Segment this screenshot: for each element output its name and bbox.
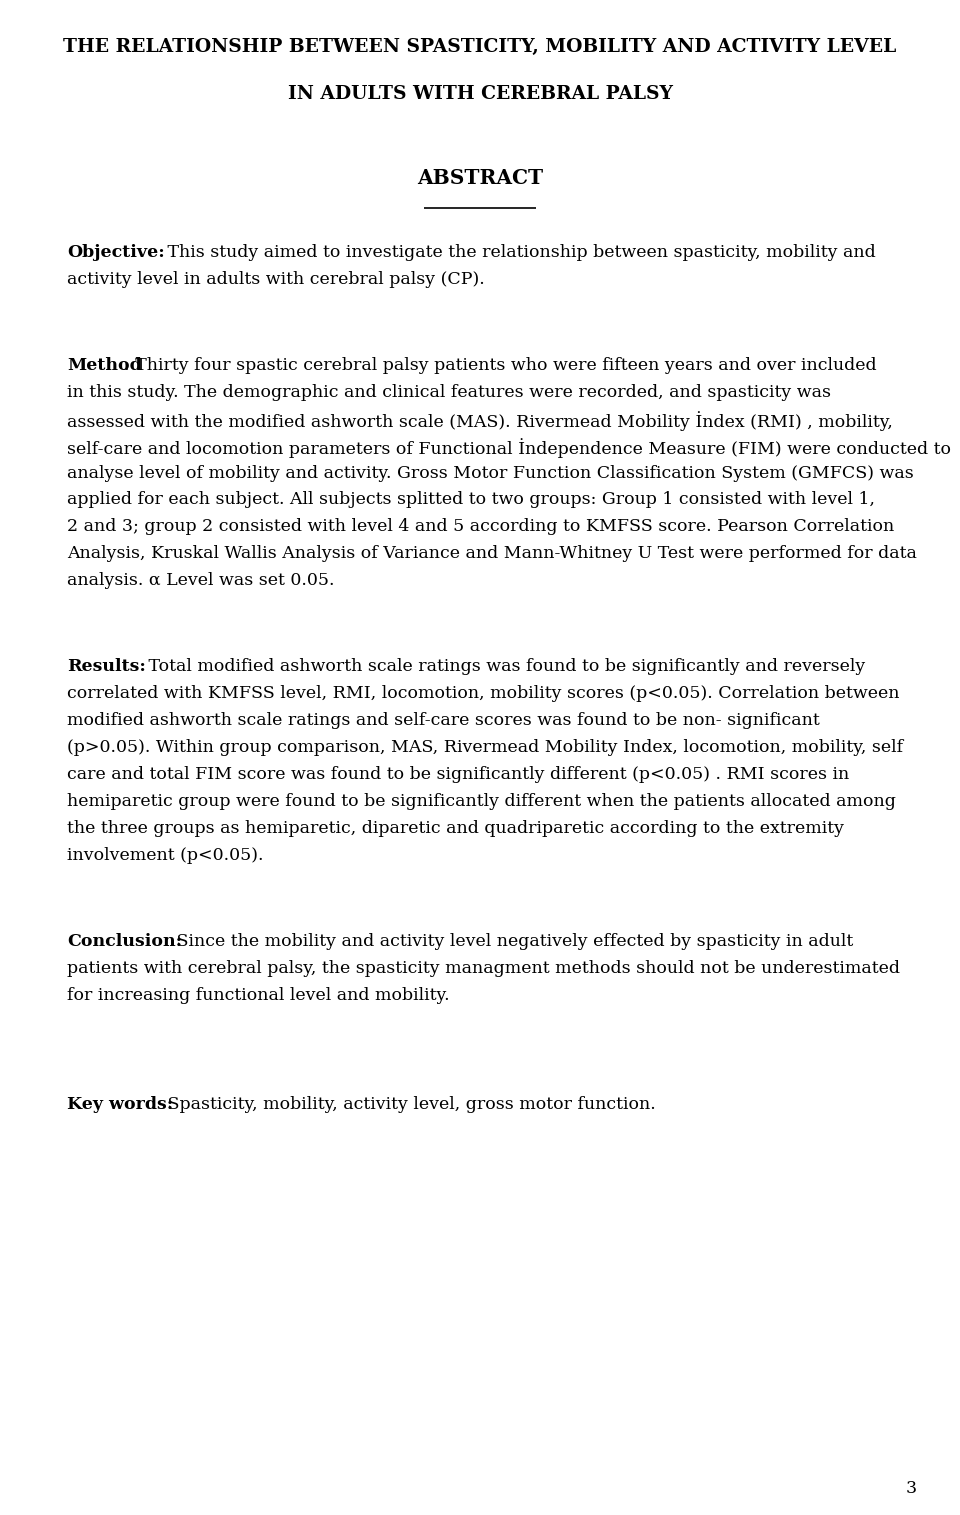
Text: Total modified ashworth scale ratings was found to be significantly and reversel: Total modified ashworth scale ratings wa… — [143, 659, 865, 676]
Text: analyse level of mobility and activity. Gross Motor Function Classification Syst: analyse level of mobility and activity. … — [67, 465, 914, 482]
Text: Objective:: Objective: — [67, 244, 165, 261]
Text: care and total FIM score was found to be significantly different (p<0.05) . RMI : care and total FIM score was found to be… — [67, 767, 850, 783]
Text: in this study. The demographic and clinical features were recorded, and spastici: in this study. The demographic and clini… — [67, 383, 831, 401]
Text: patients with cerebral palsy, the spasticity managment methods should not be und: patients with cerebral palsy, the spasti… — [67, 959, 900, 977]
Text: applied for each subject. All subjects splitted to two groups: Group 1 consisted: applied for each subject. All subjects s… — [67, 491, 876, 509]
Text: involvement (p<0.05).: involvement (p<0.05). — [67, 847, 264, 864]
Text: assessed with the modified ashworth scale (MAS). Rivermead Mobility İndex (RMI) : assessed with the modified ashworth scal… — [67, 411, 893, 430]
Text: (p>0.05). Within group comparison, MAS, Rivermead Mobility Index, locomotion, mo: (p>0.05). Within group comparison, MAS, … — [67, 739, 903, 756]
Text: Conclusion:: Conclusion: — [67, 933, 182, 950]
Text: Results:: Results: — [67, 659, 146, 676]
Text: 2 and 3; group 2 consisted with level 4 and 5 according to KMFSS score. Pearson : 2 and 3; group 2 consisted with level 4 … — [67, 518, 895, 535]
Text: Key words:: Key words: — [67, 1097, 174, 1114]
Text: Since the mobility and activity level negatively effected by spasticity in adult: Since the mobility and activity level ne… — [171, 933, 853, 950]
Text: analysis. α Level was set 0.05.: analysis. α Level was set 0.05. — [67, 573, 335, 589]
Text: Spasticity, mobility, activity level, gross motor function.: Spasticity, mobility, activity level, gr… — [162, 1097, 656, 1114]
Text: THE RELATIONSHIP BETWEEN SPASTICITY, MOBILITY AND ACTIVITY LEVEL: THE RELATIONSHIP BETWEEN SPASTICITY, MOB… — [63, 38, 897, 56]
Text: self-care and locomotion parameters of Functional İndependence Measure (FIM) wer: self-care and locomotion parameters of F… — [67, 438, 951, 458]
Text: IN ADULTS WITH CEREBRAL PALSY: IN ADULTS WITH CEREBRAL PALSY — [287, 85, 673, 103]
Text: ABSTRACT: ABSTRACT — [417, 168, 543, 188]
Text: This study aimed to investigate the relationship between spasticity, mobility an: This study aimed to investigate the rela… — [162, 244, 876, 261]
Text: Method: Method — [67, 358, 142, 374]
Text: the three groups as hemiparetic, diparetic and quadriparetic according to the ex: the three groups as hemiparetic, diparet… — [67, 820, 844, 836]
Text: modified ashworth scale ratings and self-care scores was found to be non- signif: modified ashworth scale ratings and self… — [67, 712, 820, 729]
Text: activity level in adults with cerebral palsy (CP).: activity level in adults with cerebral p… — [67, 271, 485, 288]
Text: for increasing functional level and mobility.: for increasing functional level and mobi… — [67, 986, 450, 1003]
Text: hemiparetic group were found to be significantly different when the patients all: hemiparetic group were found to be signi… — [67, 792, 896, 811]
Text: : Thirty four spastic cerebral palsy patients who were fifteen years and over in: : Thirty four spastic cerebral palsy pat… — [124, 358, 876, 374]
Text: Analysis, Kruskal Wallis Analysis of Variance and Mann-Whitney U Test were perfo: Analysis, Kruskal Wallis Analysis of Var… — [67, 545, 917, 562]
Text: 3: 3 — [905, 1480, 917, 1497]
Text: correlated with KMFSS level, RMI, locomotion, mobility scores (p<0.05). Correlat: correlated with KMFSS level, RMI, locomo… — [67, 685, 900, 703]
